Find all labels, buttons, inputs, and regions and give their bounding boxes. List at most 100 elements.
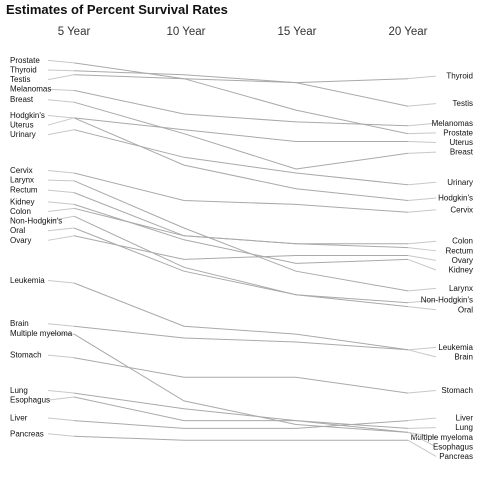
left-connector-leukemia: [48, 281, 74, 284]
left-label-multiple-myeloma: Multiple myeloma: [10, 329, 73, 338]
right-connector-uterus: [408, 142, 436, 143]
right-connector-breast: [408, 152, 436, 153]
right-label-pancreas: Pancreas: [439, 452, 473, 461]
right-connector-stomach: [408, 391, 436, 394]
right-label-ovary: Ovary: [452, 256, 473, 265]
right-label-liver: Liver: [456, 414, 474, 423]
right-connector-larynx: [408, 288, 436, 291]
left-label-prostate: Prostate: [10, 56, 40, 65]
left-connector-larynx: [48, 180, 74, 181]
right-connector-colon: [408, 241, 436, 244]
right-label-stomach: Stomach: [441, 386, 473, 395]
left-label-brain: Brain: [10, 319, 29, 328]
series-line-lung: [74, 393, 408, 428]
series-line-stomach: [74, 358, 408, 393]
left-connector-thyroid: [48, 70, 74, 71]
right-label-hodgkin-s: Hodgkin's: [438, 193, 473, 202]
left-label-hodgkin-s: Hodgkin's: [10, 111, 45, 120]
left-connector-pancreas: [48, 434, 74, 437]
right-connector-hodgkin-s: [408, 198, 436, 201]
left-label-breast: Breast: [10, 95, 34, 104]
right-label-brain: Brain: [454, 352, 473, 361]
right-connector-kidney: [408, 259, 436, 270]
right-label-colon: Colon: [452, 237, 473, 246]
right-connector-brain: [408, 350, 436, 357]
series-line-larynx: [74, 181, 408, 291]
left-connector-oral: [48, 228, 74, 231]
left-label-rectum: Rectum: [10, 186, 38, 195]
left-connector-uterus: [48, 118, 74, 125]
right-label-prostate: Prostate: [443, 128, 473, 137]
right-label-esophagus: Esophagus: [433, 442, 473, 451]
left-label-liver: Liver: [10, 414, 28, 423]
series-line-multiple-myeloma: [74, 334, 408, 432]
left-connector-kidney: [48, 202, 74, 205]
left-connector-melanomas: [48, 89, 74, 90]
right-label-non-hodgkin-s: Non-Hodgkin's: [421, 296, 473, 305]
right-connector-liver: [408, 418, 436, 421]
left-label-testis: Testis: [10, 75, 30, 84]
left-connector-liver: [48, 418, 74, 421]
left-connector-cervix: [48, 170, 74, 173]
left-label-melanomas: Melanomas: [10, 85, 51, 94]
left-label-cervix: Cervix: [10, 166, 33, 175]
left-connector-colon: [48, 208, 74, 211]
left-label-urinary: Urinary: [10, 130, 36, 139]
series-line-cervix: [74, 173, 408, 212]
left-label-leukemia: Leukemia: [10, 276, 45, 285]
left-label-oral: Oral: [10, 226, 25, 235]
left-connector-ovary: [48, 236, 74, 240]
right-label-lung: Lung: [455, 423, 473, 432]
right-label-cervix: Cervix: [450, 205, 473, 214]
right-connector-prostate: [408, 133, 436, 134]
right-connector-urinary: [408, 182, 436, 185]
right-label-rectum: Rectum: [445, 246, 473, 255]
right-label-multiple-myeloma: Multiple myeloma: [411, 433, 474, 442]
left-connector-esophagus: [48, 397, 74, 400]
left-label-lung: Lung: [10, 386, 28, 395]
left-label-non-hodgkin-s: Non-Hodgkin's: [10, 217, 62, 226]
left-connector-brain: [48, 324, 74, 327]
left-connector-hodgkin-s: [48, 115, 74, 118]
left-label-esophagus: Esophagus: [10, 396, 50, 405]
left-label-stomach: Stomach: [10, 351, 42, 360]
right-label-urinary: Urinary: [447, 178, 473, 187]
left-connector-urinary: [48, 130, 74, 135]
series-line-pancreas: [74, 436, 408, 440]
left-connector-testis: [48, 75, 74, 80]
left-connector-prostate: [48, 60, 74, 63]
right-label-larynx: Larynx: [449, 284, 473, 293]
right-label-breast: Breast: [450, 148, 474, 157]
left-label-colon: Colon: [10, 207, 31, 216]
left-label-uterus: Uterus: [10, 121, 34, 130]
left-connector-rectum: [48, 190, 74, 193]
right-label-kidney: Kidney: [449, 266, 473, 275]
left-connector-breast: [48, 100, 74, 103]
column-label-10-year: 10 Year: [166, 26, 205, 38]
right-connector-testis: [408, 104, 436, 107]
left-connector-stomach: [48, 355, 74, 358]
right-connector-pancreas: [408, 440, 436, 456]
right-label-leukemia: Leukemia: [438, 343, 473, 352]
series-line-colon: [74, 208, 408, 243]
column-label-20-year: 20 Year: [388, 26, 427, 38]
series-line-kidney: [74, 204, 408, 263]
left-label-kidney: Kidney: [10, 197, 34, 206]
left-label-pancreas: Pancreas: [10, 429, 44, 438]
right-connector-oral: [408, 307, 436, 310]
left-label-thyroid: Thyroid: [10, 66, 37, 75]
right-connector-rectum: [408, 248, 436, 251]
right-connector-thyroid: [408, 76, 436, 79]
right-connector-cervix: [408, 210, 436, 213]
left-label-ovary: Ovary: [10, 236, 31, 245]
right-label-thyroid: Thyroid: [446, 72, 473, 81]
series-line-non-hodgkin-s: [74, 216, 408, 303]
right-label-uterus: Uterus: [449, 138, 473, 147]
right-label-oral: Oral: [458, 305, 473, 314]
column-label-5-year: 5 Year: [58, 26, 91, 38]
right-connector-ovary: [408, 256, 436, 261]
right-label-testis: Testis: [453, 99, 473, 108]
right-connector-leukemia: [408, 347, 436, 350]
right-connector-lung: [408, 428, 436, 429]
